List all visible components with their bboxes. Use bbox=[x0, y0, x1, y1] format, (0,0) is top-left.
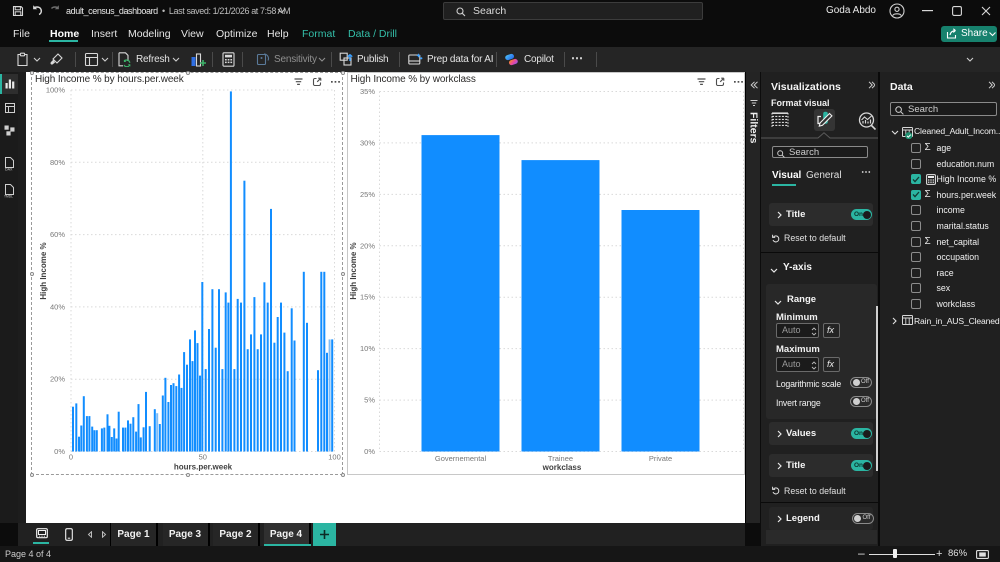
svg-text:0%: 0% bbox=[364, 447, 375, 456]
svg-text:20%: 20% bbox=[50, 374, 65, 383]
svg-text:10%: 10% bbox=[359, 344, 374, 353]
svg-text:20%: 20% bbox=[359, 241, 374, 250]
svg-text:60%: 60% bbox=[50, 230, 65, 239]
svg-text:15%: 15% bbox=[359, 292, 374, 301]
svg-text:35%: 35% bbox=[359, 87, 374, 96]
svg-text:hours.per.week: hours.per.week bbox=[174, 462, 233, 471]
svg-text:40%: 40% bbox=[50, 302, 65, 311]
svg-text:Trainee: Trainee bbox=[547, 454, 572, 463]
svg-text:50: 50 bbox=[199, 452, 207, 461]
svg-text:0: 0 bbox=[69, 452, 73, 461]
svg-text:80%: 80% bbox=[50, 157, 65, 166]
svg-text:100%: 100% bbox=[46, 85, 66, 94]
svg-text:High Income %: High Income % bbox=[349, 242, 358, 299]
svg-text:25%: 25% bbox=[359, 189, 374, 198]
svg-text:Private: Private bbox=[648, 454, 671, 463]
svg-text:100: 100 bbox=[328, 452, 341, 461]
svg-text:DAX: DAX bbox=[5, 168, 13, 172]
svg-text:0%: 0% bbox=[54, 447, 65, 456]
svg-text:TMDL: TMDL bbox=[4, 195, 13, 199]
svg-text:High Income %: High Income % bbox=[39, 242, 48, 299]
svg-text:5%: 5% bbox=[364, 395, 375, 404]
svg-text:30%: 30% bbox=[359, 138, 374, 147]
svg-text:workclass: workclass bbox=[541, 463, 581, 472]
svg-text:Governemental: Governemental bbox=[434, 454, 486, 463]
